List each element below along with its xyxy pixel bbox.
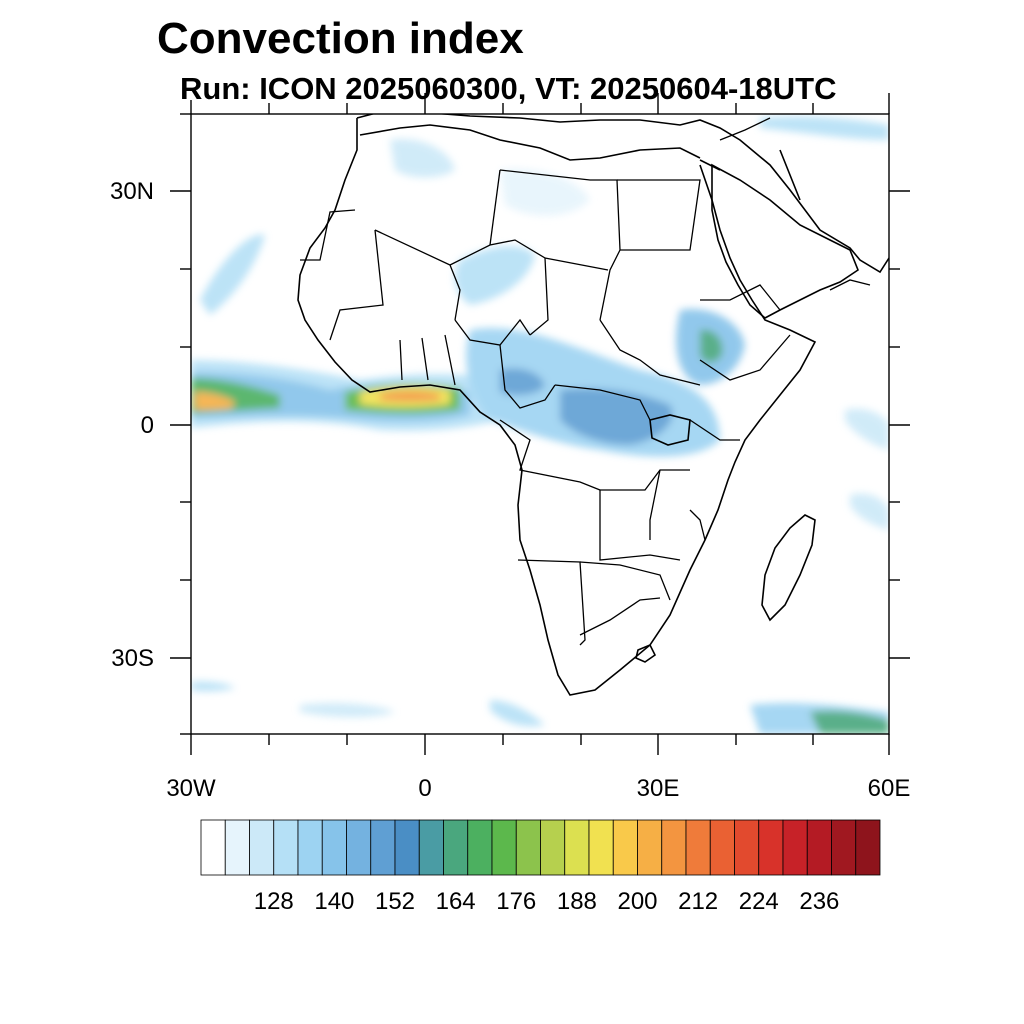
colorbar-label: 236 (799, 888, 840, 915)
colorbar-box (709, 819, 735, 876)
colorbar-box (855, 819, 881, 876)
colorbar-box (467, 819, 493, 876)
colorbar-box (661, 819, 687, 876)
colorbar-box (806, 819, 832, 876)
colorbar-box (831, 819, 857, 876)
colorbar-label: 152 (374, 888, 416, 915)
colorbar-box (588, 819, 614, 876)
map-title: Convection index (157, 14, 524, 63)
colorbar-box (200, 819, 226, 876)
colorbar-box (273, 819, 299, 876)
colorbar-box (249, 819, 275, 876)
colorbar-box (637, 819, 663, 876)
colorbar-box (297, 819, 323, 876)
colorbar-label: 128 (253, 888, 294, 915)
colorbar-label: 212 (678, 888, 719, 915)
colorbar-label: 200 (617, 888, 658, 915)
colorbar-box (394, 819, 420, 876)
lon-label-60e: 60E (867, 775, 911, 802)
lat-label-30s: 30S (111, 645, 154, 672)
lat-label-30n: 30N (109, 178, 154, 205)
lat-label-0: 0 (140, 412, 154, 439)
colorbar-box (564, 819, 590, 876)
lon-label-30e: 30E (636, 775, 680, 802)
colorbar-label: 164 (435, 888, 476, 915)
colorbar-label: 176 (496, 888, 537, 915)
colorbar-box (515, 819, 541, 876)
colorbar-box (224, 819, 250, 876)
lon-label-0: 0 (418, 775, 432, 802)
colorbar-box (346, 819, 372, 876)
axis-ticks (170, 93, 910, 755)
colorbar-box (540, 819, 566, 876)
coastlines (297, 114, 889, 696)
colorbar-box (443, 819, 469, 876)
colorbar-box (491, 819, 517, 876)
colorbar-box (782, 819, 808, 876)
colorbar-label: 224 (738, 888, 779, 915)
colorbar-box (612, 819, 638, 876)
colorbar-box (321, 819, 347, 876)
colorbar-box (758, 819, 784, 876)
colorbar-box (418, 819, 444, 876)
colorbar-label: 188 (556, 888, 597, 915)
colorbar-box (685, 819, 711, 876)
colorbar-box (370, 819, 396, 876)
country-borders (300, 117, 871, 646)
colorbar-label: 140 (314, 888, 355, 915)
map-subtitle: Run: ICON 2025060300, VT: 20250604-18UTC (180, 71, 837, 106)
colorbar-box (734, 819, 760, 876)
map-frame (190, 113, 890, 735)
lon-label-30w: 30W (166, 775, 216, 802)
